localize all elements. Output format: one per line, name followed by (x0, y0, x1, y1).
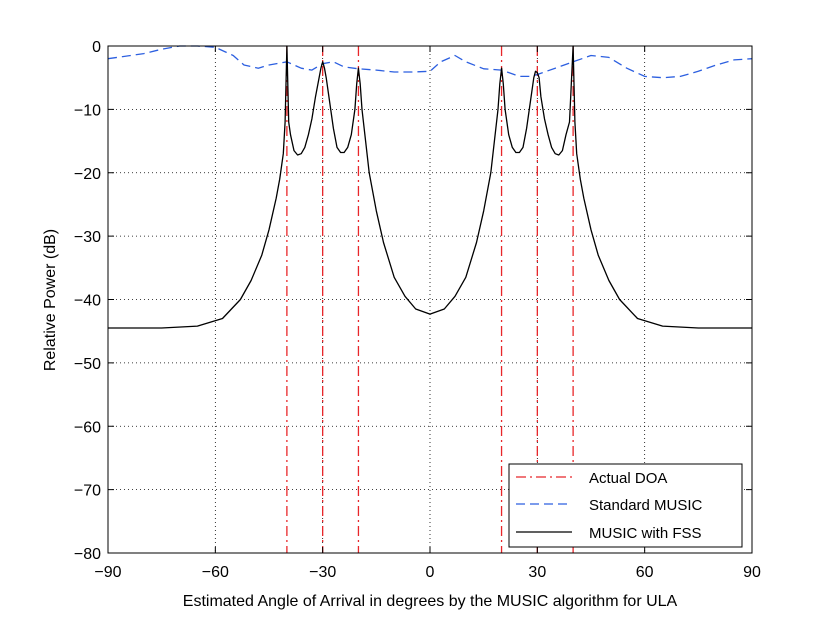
legend-label-music-with-fss: MUSIC with FSS (589, 525, 702, 542)
y-tick-label: −20 (74, 166, 101, 183)
y-tick-label: −30 (74, 229, 101, 246)
x-tick-label: 0 (426, 564, 435, 581)
y-tick-label: −10 (74, 102, 101, 119)
y-axis-label: Relative Power (dB) (42, 229, 59, 371)
y-tick-label: 0 (92, 39, 101, 56)
tick-labels: −90 −60 −30 0 30 60 90 0 −10 −20 −30 −40 −50 −60 −70 −8… (74, 39, 761, 581)
standard-music-curve (107, 45, 753, 79)
legend-label-standard-music: Standard MUSIC (589, 497, 703, 514)
legend-label-actual-doa: Actual DOA (589, 470, 667, 487)
x-tick-label: −90 (94, 564, 121, 581)
x-tick-label: −60 (202, 564, 229, 581)
x-axis-label: Estimated Angle of Arrival in degrees by… (183, 593, 678, 610)
y-tick-label: −50 (74, 356, 101, 373)
y-tick-label: −70 (74, 483, 101, 500)
ticks (107, 45, 753, 554)
legend: Actual DOA Standard MUSIC MUSIC with FSS (508, 463, 743, 548)
x-tick-label: 60 (636, 564, 654, 581)
y-tick-label: −40 (74, 293, 101, 310)
y-tick-label: −60 (74, 419, 101, 436)
legend-box (508, 463, 743, 548)
x-tick-label: 90 (743, 564, 761, 581)
music-with-fss-curve (108, 45, 752, 329)
x-tick-label: 30 (528, 564, 546, 581)
x-tick-label: −30 (309, 564, 336, 581)
y-tick-label: −80 (74, 546, 101, 563)
